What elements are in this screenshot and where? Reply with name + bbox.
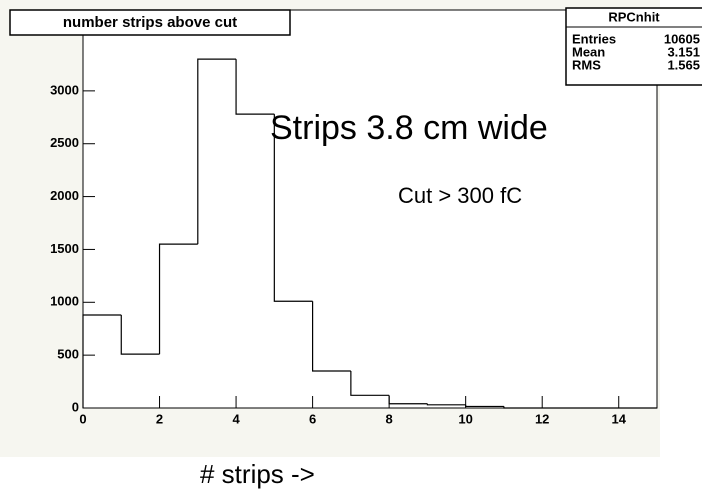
x-tick-label: 10 [458,411,472,426]
stats-label: Mean [572,44,605,59]
stats-value: 1.565 [667,57,700,72]
plot-frame [82,9,658,409]
x-axis-label: # strips -> [200,459,315,489]
x-tick-label: 0 [79,411,86,426]
histogram-bin [426,403,466,406]
y-tick-label: 0 [72,399,79,414]
histogram-bin [503,406,543,409]
histogram-bin [120,314,160,355]
title-box [9,9,291,36]
stats-label: RMS [572,57,601,72]
stats-value: 3.151 [667,44,700,59]
annotation: Cut > 300 fC [398,183,522,208]
y-tick-label: 1500 [50,241,79,256]
histogram-bin [350,371,390,396]
histogram-bin [82,314,122,408]
y-tick-label: 500 [57,347,79,362]
x-tick-label: 6 [309,411,316,426]
annotation: Strips 3.8 cm wide [270,109,548,147]
histogram-bin [235,59,275,115]
histogram-bin [197,58,237,245]
stats-box [565,7,702,86]
x-tick-label: 2 [156,411,163,426]
y-tick-label: 2500 [50,135,79,150]
histogram-bin [273,114,313,302]
stats-value: 10605 [664,31,700,46]
stats-title: RPCnhit [608,9,660,24]
x-tick-label: 14 [611,411,626,426]
histogram-bin [158,243,198,355]
y-tick-label: 1000 [50,294,79,309]
stats-label: Entries [572,31,616,46]
x-tick-label: 8 [386,411,393,426]
chart-title: number strips above cut [63,14,237,31]
y-tick-label: 2000 [50,188,79,203]
x-tick-label: 12 [535,411,549,426]
histogram-bin [312,301,351,372]
x-tick-label: 4 [232,411,240,426]
y-tick-label: 3000 [50,82,79,97]
histogram-bin [388,395,428,405]
histogram-bin [465,404,504,408]
